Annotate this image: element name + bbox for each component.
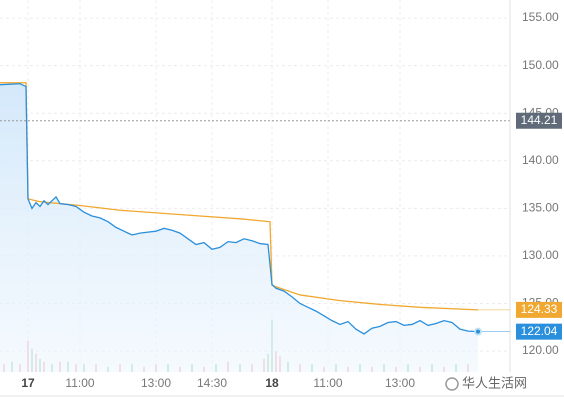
reference-tag: [516, 112, 562, 129]
y-tick-label: 140.00: [522, 153, 559, 167]
watermark: 华人生活网: [462, 375, 527, 390]
reference-label: 144.21: [521, 113, 558, 127]
x-tick-label: 13:00: [141, 376, 171, 390]
price-area: [0, 83, 478, 372]
last-point: [474, 327, 482, 336]
x-tick-label: 11:00: [65, 376, 94, 390]
last-value-label: 124.33: [521, 302, 558, 316]
y-tick-label: 135.00: [522, 201, 559, 215]
y-tick-label: 130.00: [522, 248, 559, 262]
x-tick-label: 14:30: [197, 376, 227, 390]
x-tick-label: 13:00: [385, 376, 415, 390]
x-tick-label: 18: [265, 376, 279, 390]
x-tick-label: 17: [21, 376, 35, 390]
y-tick-label: 120.00: [522, 343, 559, 357]
y-tick-label: 150.00: [522, 58, 559, 72]
last-value-tag: [516, 301, 562, 318]
x-tick-label: 11:00: [313, 376, 342, 390]
watermark-icon: [445, 377, 459, 391]
last-value-tag: [516, 323, 562, 340]
series-line: [0, 82, 479, 311]
last-value-label: 122.04: [521, 324, 558, 338]
series-line: [0, 83, 479, 335]
y-tick-label: 155.00: [522, 10, 559, 24]
x-axis-band: [0, 372, 564, 409]
